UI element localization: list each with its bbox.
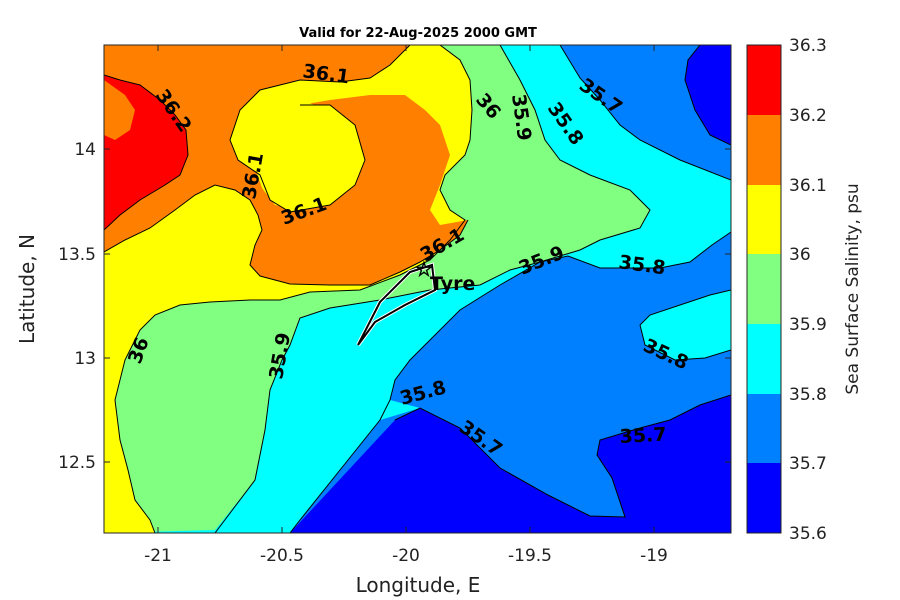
x-tick-label: -19.5 <box>508 546 552 566</box>
map-plot-area: ☆ Tyre 36.1 36.2 36.1 36.1 36.1 36 35.9 … <box>103 44 732 534</box>
colorbar-swatch <box>747 254 781 324</box>
colorbar-tick-label: 35.8 <box>789 385 827 405</box>
y-tick-label: 13 <box>74 349 96 369</box>
colorbar-swatch <box>747 115 781 185</box>
band-36-1-notch <box>104 80 135 140</box>
y-tick-label: 13.5 <box>58 245 96 265</box>
y-axis: 14 13.5 13 12.5 Latitude, N <box>15 140 731 473</box>
y-tick-label: 12.5 <box>58 453 96 473</box>
contour-line-36-0 <box>114 45 473 533</box>
x-tick-label: -20.5 <box>260 546 304 566</box>
band-35-6-ne <box>685 45 731 145</box>
vessel-star-icon: ☆ <box>415 257 433 281</box>
contour-line-36-2 <box>104 74 189 231</box>
colorbar-swatch <box>747 45 781 115</box>
contour-line-35-7 <box>394 394 731 518</box>
contour-line-35-9 <box>214 45 651 533</box>
colorbar-tick-label: 35.6 <box>789 524 827 544</box>
y-axis-label: Latitude, N <box>15 234 39 344</box>
contour-line-35-8 <box>289 45 731 533</box>
vessel-name-label: Tyre <box>430 273 475 295</box>
colorbar-swatch <box>747 394 781 463</box>
band-36-0-inner <box>240 100 360 210</box>
colorbar-tick-label: 35.9 <box>789 315 827 335</box>
contour-label: 35.7 <box>619 424 667 448</box>
x-axis-label: Longitude, E <box>356 573 481 597</box>
x-tick-label: -19 <box>640 546 668 566</box>
x-tick-label: -20 <box>392 546 420 566</box>
colorbar-swatch <box>747 463 781 533</box>
vessel-track-line-inner <box>357 263 437 346</box>
band-36-1 <box>104 45 468 285</box>
colorbar-label: Sea Surface Salinity, psu <box>843 183 863 394</box>
colorbar-tick-label: 36.1 <box>789 176 827 196</box>
x-axis: -21 -20.5 -20 -19.5 -19 Longitude, E <box>144 45 668 597</box>
colorbar: 36.3 36.2 36.1 36 35.9 35.8 35.7 35.6 Se… <box>746 36 863 544</box>
y-tick-label: 14 <box>74 140 96 160</box>
colorbar-tick-label: 36.3 <box>789 36 827 56</box>
colorbar-tick-label: 36 <box>789 245 811 265</box>
vessel-track: ☆ Tyre <box>356 257 475 347</box>
colorbar-swatch <box>747 324 781 394</box>
colorbar-tick-label: 36.2 <box>789 106 827 126</box>
band-35-8-island <box>640 290 731 360</box>
contour-line-36-1a <box>229 45 411 213</box>
plot-frame <box>103 44 732 534</box>
contour-line-36-1b <box>104 184 469 286</box>
band-36-2 <box>104 45 188 230</box>
colorbar-frame <box>746 44 782 534</box>
contour-line-35-8-island <box>639 289 731 361</box>
contour-line-35-7-ne <box>684 45 731 146</box>
map-title: Valid for 22-Aug-2025 2000 GMT <box>299 26 537 41</box>
colorbar-tick-label: 35.7 <box>789 454 827 474</box>
x-tick-label: -21 <box>144 546 172 566</box>
colorbar-swatch <box>747 185 781 254</box>
